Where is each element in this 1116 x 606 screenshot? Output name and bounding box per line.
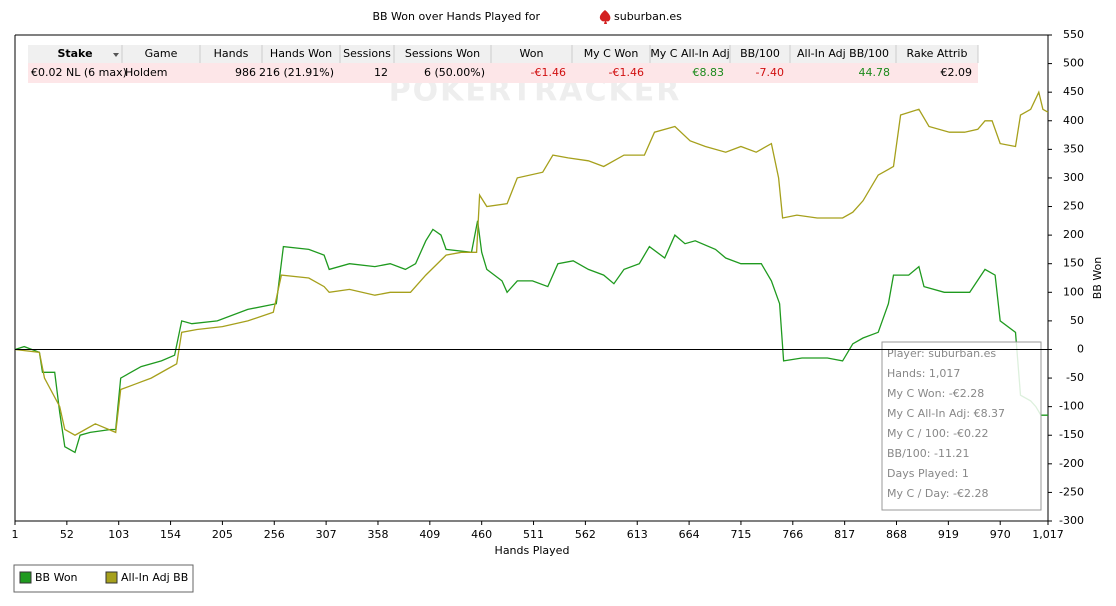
y-tick-label: -250 xyxy=(1059,485,1084,498)
tooltip-line: Player: suburban.es xyxy=(887,347,996,360)
legend-box xyxy=(13,564,194,593)
x-tick-label: 256 xyxy=(264,528,285,541)
x-tick-label: 613 xyxy=(627,528,648,541)
tooltip-box xyxy=(881,341,1042,511)
series-line xyxy=(14,90,1049,436)
column-header: All-In Adj BB/100 xyxy=(797,47,889,60)
tooltip-line: BB/100: -11.21 xyxy=(887,447,969,460)
x-tick-label: 154 xyxy=(160,528,181,541)
x-tick-label: 1,017 xyxy=(1032,528,1064,541)
x-tick-label: 970 xyxy=(990,528,1011,541)
tooltip-line: Hands: 1,017 xyxy=(887,367,960,380)
y-tick-label: 0 xyxy=(1077,342,1084,355)
y-tick-label: 500 xyxy=(1063,57,1084,70)
x-tick-label: 511 xyxy=(523,528,544,541)
table-cell: 6 (50.00%) xyxy=(424,66,485,79)
sort-arrow xyxy=(113,53,119,57)
y-axis-label: BB Won xyxy=(1091,257,1104,300)
table-cell: €0.02 NL (6 max) xyxy=(31,66,127,79)
player-name: suburban.es xyxy=(614,10,682,23)
column-header: Stake xyxy=(57,47,92,60)
x-tick-label: 766 xyxy=(782,528,803,541)
y-tick-label: -50 xyxy=(1066,371,1084,384)
tooltip-line: Days Played: 1 xyxy=(887,467,969,480)
x-tick-label: 817 xyxy=(834,528,855,541)
table-cell: -7.40 xyxy=(756,66,784,79)
x-tick-label: 358 xyxy=(367,528,388,541)
spade-icon xyxy=(599,10,611,24)
table-cell: -€1.46 xyxy=(531,66,566,79)
y-tick-label: 550 xyxy=(1063,28,1084,41)
x-tick-label: 1 xyxy=(12,528,19,541)
table-cell: €8.83 xyxy=(693,66,725,79)
y-tick-label: 450 xyxy=(1063,85,1084,98)
legend-swatch xyxy=(19,571,32,584)
tooltip-line: My C / Day: -€2.28 xyxy=(887,487,988,500)
column-header: Sessions Won xyxy=(405,47,480,60)
x-tick-label: 664 xyxy=(679,528,700,541)
y-tick-label: -150 xyxy=(1059,428,1084,441)
column-header: Hands xyxy=(214,47,249,60)
column-header: Rake Attrib xyxy=(907,47,968,60)
y-tick-label: -100 xyxy=(1059,400,1084,413)
y-tick-label: 100 xyxy=(1063,285,1084,298)
column-header: Game xyxy=(145,47,178,60)
tooltip-line: My C / 100: -€0.22 xyxy=(887,427,989,440)
x-tick-label: 205 xyxy=(212,528,233,541)
table-cell: 12 xyxy=(374,66,388,79)
table-cell: 216 (21.91%) xyxy=(259,66,334,79)
table-cell: Holdem xyxy=(125,66,168,79)
table-cell: 44.78 xyxy=(859,66,891,79)
x-tick-label: 562 xyxy=(575,528,596,541)
y-tick-label: -200 xyxy=(1059,457,1084,470)
x-tick-label: 460 xyxy=(471,528,492,541)
y-tick-label: 50 xyxy=(1070,314,1084,327)
x-tick-label: 307 xyxy=(316,528,337,541)
column-header: Sessions xyxy=(343,47,391,60)
table-cell: 986 xyxy=(235,66,256,79)
x-tick-label: 868 xyxy=(886,528,907,541)
y-tick-label: 350 xyxy=(1063,142,1084,155)
y-tick-label: 400 xyxy=(1063,114,1084,127)
legend-label: BB Won xyxy=(35,571,78,584)
table-header-bg xyxy=(28,45,978,63)
column-header: BB/100 xyxy=(740,47,780,60)
legend-swatch xyxy=(105,571,118,584)
x-axis-label: Hands Played xyxy=(495,544,570,557)
table-row-bg xyxy=(28,63,978,83)
table-cell: €2.09 xyxy=(941,66,973,79)
tooltip-line: My C All-In Adj: €8.37 xyxy=(887,407,1005,420)
y-tick-label: 200 xyxy=(1063,228,1084,241)
x-tick-label: 715 xyxy=(730,528,751,541)
x-tick-label: 409 xyxy=(419,528,440,541)
chart-title: BB Won over Hands Played for xyxy=(372,10,540,23)
y-tick-label: 250 xyxy=(1063,200,1084,213)
table-cell: -€1.46 xyxy=(609,66,644,79)
x-tick-label: 919 xyxy=(938,528,959,541)
x-tick-label: 52 xyxy=(60,528,74,541)
x-tick-label: 103 xyxy=(108,528,129,541)
legend-label: All-In Adj BB xyxy=(121,571,188,584)
tooltip-line: My C Won: -€2.28 xyxy=(887,387,984,400)
y-tick-label: 300 xyxy=(1063,171,1084,184)
column-header: Won xyxy=(520,47,544,60)
column-header: My C All-In Adj xyxy=(650,47,729,60)
y-tick-label: 150 xyxy=(1063,257,1084,270)
series-line xyxy=(14,220,1048,454)
y-tick-label: -300 xyxy=(1059,514,1084,527)
column-header: My C Won xyxy=(584,47,639,60)
column-header: Hands Won xyxy=(270,47,332,60)
